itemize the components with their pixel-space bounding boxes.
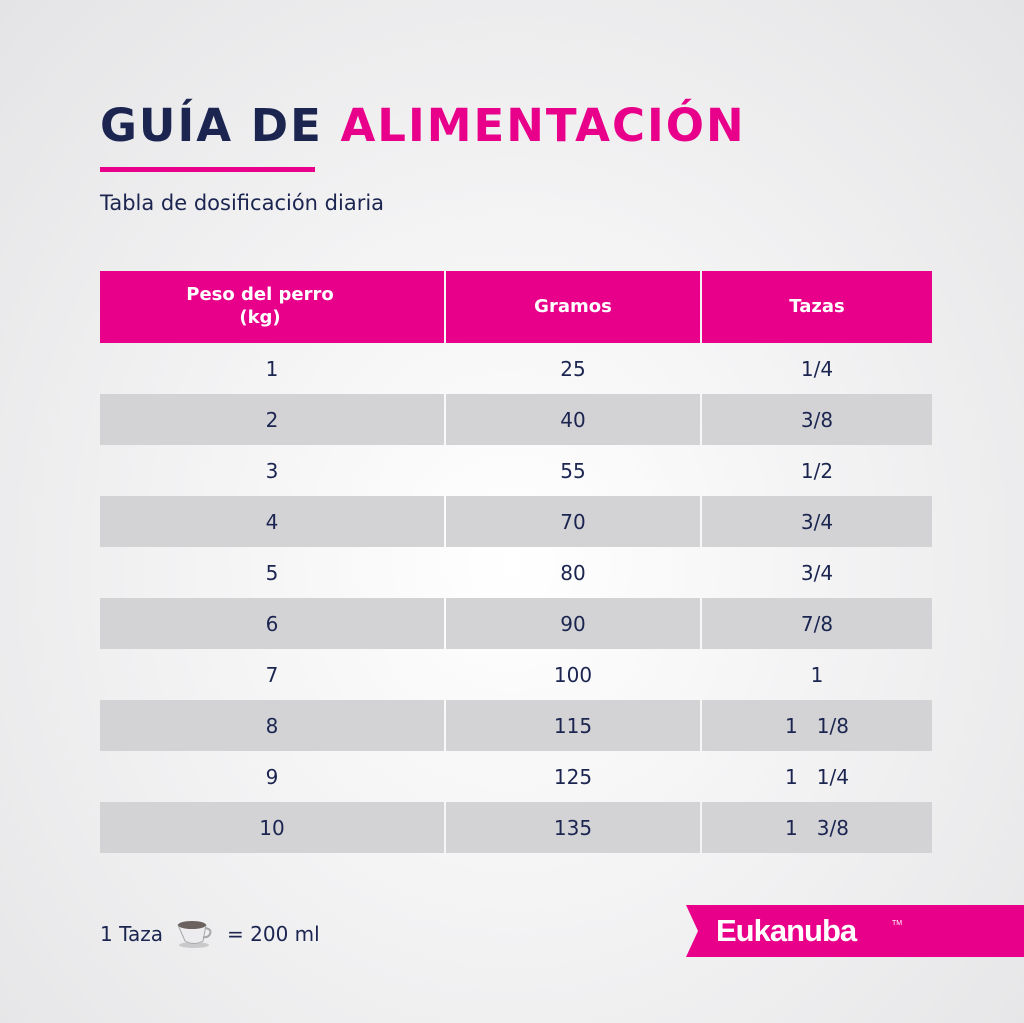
cups-cell: 1 1/8 — [702, 700, 932, 751]
weight-cell: 6 — [100, 598, 444, 649]
table-row: 4 70 3/4 — [100, 496, 932, 547]
table-row: 1 25 1/4 — [100, 343, 932, 394]
cup-label: 1 Taza — [100, 922, 163, 946]
grams-cell: 80 — [560, 560, 586, 585]
brand-name: Eukanuba — [716, 913, 857, 948]
cups-cell: 7/8 — [702, 598, 932, 649]
weight-cell: 1 — [265, 356, 279, 381]
table-row: 3 55 1/2 — [100, 445, 932, 496]
grams-cell: 90 — [446, 598, 700, 649]
table-row: 5 80 3/4 — [100, 547, 932, 598]
table-body: 1 25 1/4 2 40 3/8 3 55 1/2 4 70 3/4 5 80 3/4 6 90 7/8 7 100… — [100, 343, 932, 853]
dosage-table: Peso del perro (kg) Gramos Tazas 1 25 1/4 2 4… — [100, 271, 932, 853]
brand-tm: TM — [892, 920, 903, 927]
grams-cell: 115 — [446, 700, 700, 751]
weight-cell: 10 — [100, 802, 444, 853]
grams-cell: 135 — [446, 802, 700, 853]
subtitle: Tabla de dosificación diaria — [100, 191, 385, 215]
page-title: GUÍA DE ALIMENTACIÓN — [100, 98, 746, 154]
weight-cell: 7 — [265, 662, 279, 687]
cups-cell: 3/4 — [800, 560, 834, 585]
grams-cell: 125 — [553, 764, 593, 789]
grams-cell: 100 — [553, 662, 593, 687]
weight-cell: 4 — [100, 496, 444, 547]
header-cups: Tazas — [702, 271, 932, 343]
table-row: 6 90 7/8 — [100, 598, 932, 649]
weight-cell: 5 — [265, 560, 279, 585]
cups-cell: 1 3/8 — [702, 802, 932, 853]
cups-cell: 1/4 — [800, 356, 834, 381]
weight-cell: 2 — [100, 394, 444, 445]
table-row: 10 135 1 3/8 — [100, 802, 932, 853]
cup-equals: = 200 ml — [227, 922, 320, 946]
cup-legend: 1 Taza = 200 ml — [100, 919, 320, 949]
title-part-2: ALIMENTACIÓN — [340, 99, 746, 152]
cups-cell: 1/2 — [800, 458, 834, 483]
header-weight: Peso del perro (kg) — [100, 271, 444, 343]
eukanuba-logo: Eukanuba TM — [686, 905, 1024, 957]
weight-cell: 8 — [100, 700, 444, 751]
cup-icon — [177, 921, 212, 948]
logo-banner — [686, 905, 1024, 957]
grams-cell: 70 — [446, 496, 700, 547]
table-row: 2 40 3/8 — [100, 394, 932, 445]
header-weight-line: Peso del perro — [186, 284, 334, 305]
title-underline — [100, 167, 315, 172]
cups-cell: 3/4 — [702, 496, 932, 547]
title-part-1: GUÍA DE — [100, 99, 323, 152]
grams-cell: 25 — [560, 356, 586, 381]
table-row: 7 100 1 — [100, 649, 932, 700]
table-row: 9 125 1 1/4 — [100, 751, 932, 802]
header-weight-line: (kg) — [239, 307, 281, 328]
weight-cell: 9 — [265, 764, 279, 789]
table-row: 8 115 1 1/8 — [100, 700, 932, 751]
weight-cell: 3 — [265, 458, 279, 483]
cups-cell: 1 — [810, 662, 824, 687]
header-grams: Gramos — [446, 271, 700, 343]
grams-cell: 55 — [560, 458, 586, 483]
grams-cell: 40 — [446, 394, 700, 445]
cups-cell: 3/8 — [702, 394, 932, 445]
cups-cell: 1 1/4 — [785, 764, 849, 789]
table-header-row: Peso del perro (kg) Gramos Tazas — [100, 271, 932, 343]
